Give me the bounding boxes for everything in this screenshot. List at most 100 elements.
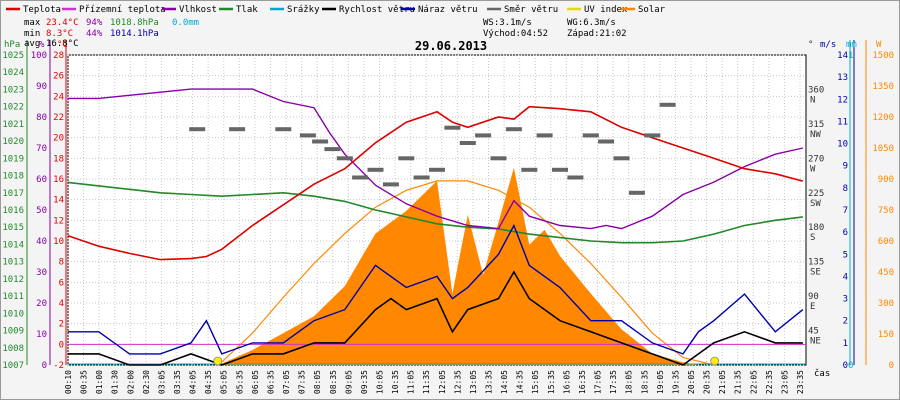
axis-ms-label: 6 xyxy=(843,228,848,238)
axis-ms-label: 4 xyxy=(843,272,848,282)
axis-ms-label: 11 xyxy=(837,117,848,127)
legend-label: Solar xyxy=(638,5,666,15)
wind-dir-marker xyxy=(398,156,415,161)
axis-deg-label: 4 xyxy=(59,299,64,309)
axis-pct-label: 40 xyxy=(36,237,47,247)
wind-dir-marker xyxy=(444,125,461,130)
axis-time-label: 13:05 xyxy=(469,370,478,394)
legend-label: UV index xyxy=(584,5,628,15)
axis-time-label: 23:05 xyxy=(780,370,789,394)
axis-dir-num: 225 xyxy=(808,189,824,199)
axis-ms-label: 14 xyxy=(837,51,848,61)
axis-dir-label: NE xyxy=(810,337,821,347)
wind-dir-marker xyxy=(229,127,246,132)
legend-label: Náraz větru xyxy=(418,5,478,15)
stat-min-hum: 44% xyxy=(86,29,103,39)
axis-hpa-label: 1018 xyxy=(2,172,24,182)
axis-deg-label: -2 xyxy=(53,361,64,371)
legend-label: Srážky xyxy=(287,5,320,15)
axis-hpa-label: 1009 xyxy=(2,327,24,337)
stat-max-label: max xyxy=(24,18,41,28)
axis-pct-label: 50 xyxy=(36,206,47,216)
legend-layer: Teplota Přízemní teplota Vlhkost Tlak Srážky… xyxy=(6,5,666,15)
axis-w-label: 1050 xyxy=(872,144,894,154)
stat-max-temp: 23.4°C xyxy=(46,18,79,28)
legend-label: Teplota xyxy=(23,5,61,15)
wind-dir-marker xyxy=(459,141,476,145)
unit-hpa: hPa xyxy=(4,40,20,50)
axis-w-label: 1500 xyxy=(872,51,894,61)
series-wind-speed xyxy=(68,270,803,366)
wind-dir-marker xyxy=(336,156,353,161)
axis-deg-label: 2 xyxy=(59,320,64,330)
axis-pct-label: 80 xyxy=(36,113,47,123)
axis-time-label: 09:35 xyxy=(360,370,369,394)
legend-label: Tlak xyxy=(236,5,258,15)
axis-time-label: 08:35 xyxy=(329,370,338,394)
axis-time-label: 12:05 xyxy=(438,370,447,394)
axis-time-label: 02:30 xyxy=(142,370,151,394)
unit-ms: m/s xyxy=(820,40,836,50)
wind-dir-marker xyxy=(189,127,206,132)
axis-time-label: 19:05 xyxy=(656,370,665,394)
axis-time-label: 21:05 xyxy=(718,370,727,394)
axis-hpa-label: 1023 xyxy=(2,85,24,95)
axis-time-label: 05:05 xyxy=(220,370,229,394)
axis-dir-num: 135 xyxy=(808,258,824,268)
axis-ms-label: 13 xyxy=(837,73,848,83)
axis-ms-label: 0 xyxy=(843,361,848,371)
wind-dir-marker xyxy=(628,190,645,195)
series-solar-theoretical xyxy=(218,180,714,366)
axis-deg-label: 6 xyxy=(59,278,64,288)
axis-hpa-label: 1024 xyxy=(2,68,24,78)
wind-dir-marker xyxy=(490,156,507,161)
axis-w-label: 600 xyxy=(878,237,894,247)
legend-label: Přízemní teplota xyxy=(79,5,166,15)
axis-time-label: 18:05 xyxy=(625,370,634,394)
axis-deg-label: 10 xyxy=(53,237,64,247)
axis-time-label: 01:00 xyxy=(95,370,104,394)
solar-layer xyxy=(218,167,714,366)
axis-hpa-label: 1012 xyxy=(2,275,24,285)
axis-time-label: 15:05 xyxy=(531,370,540,394)
axis-time-label: 07:05 xyxy=(282,370,291,394)
axis-time-label: 09:05 xyxy=(344,370,353,394)
stat-avg-temp: 16.8°C xyxy=(46,39,79,49)
stat-min-label: min xyxy=(24,29,40,39)
stat-avg-label: avg xyxy=(24,39,40,49)
axis-pct-label: 90 xyxy=(36,82,47,92)
axis-hpa-label: 1011 xyxy=(2,292,24,302)
unit-pct: % xyxy=(39,40,45,50)
axis-time-label: 04:35 xyxy=(204,370,213,394)
stats-block: max 23.4°C 94% 1018.8hPa 0.0mm min 8.3°C… xyxy=(24,18,627,49)
axis-time-label: 17:05 xyxy=(594,370,603,394)
axis-deg-label: 20 xyxy=(53,134,64,144)
stat-ws: WS:3.1m/s xyxy=(483,18,532,28)
axis-w-label: 300 xyxy=(878,299,894,309)
legend-label: Vlhkost xyxy=(179,5,217,15)
axis-dir-num: 270 xyxy=(808,154,824,164)
axis-dir-num: 315 xyxy=(808,120,824,130)
axis-dir-label: N xyxy=(810,95,815,105)
unit-mm: mm xyxy=(846,40,857,50)
wind-dir-marker xyxy=(367,167,384,172)
stat-max-press: 1018.8hPa xyxy=(110,18,159,28)
axis-hpa-label: 1008 xyxy=(2,344,24,354)
axis-time-label: 14:05 xyxy=(500,370,509,394)
series-pressure xyxy=(67,181,803,244)
wind-dir-marker xyxy=(536,133,553,138)
stat-min-press: 1014.1hPa xyxy=(110,29,159,39)
axis-deg-label: 0 xyxy=(59,340,64,350)
wind-dir-marker xyxy=(644,133,661,138)
wind-dir-marker xyxy=(552,167,568,172)
axis-pct-label: 100 xyxy=(31,51,47,61)
axis-time-label: 22:35 xyxy=(765,370,774,394)
axis-ms-label: 7 xyxy=(843,206,848,216)
chart-title: 29.06.2013 xyxy=(415,39,487,53)
axis-w-label: 0 xyxy=(889,361,894,371)
axis-time-label: 22:05 xyxy=(749,370,758,394)
axis-pct-label: 30 xyxy=(36,268,47,278)
stat-wg: WG:6.3m/s xyxy=(567,18,616,28)
axis-dir-num: 360 xyxy=(808,85,824,95)
